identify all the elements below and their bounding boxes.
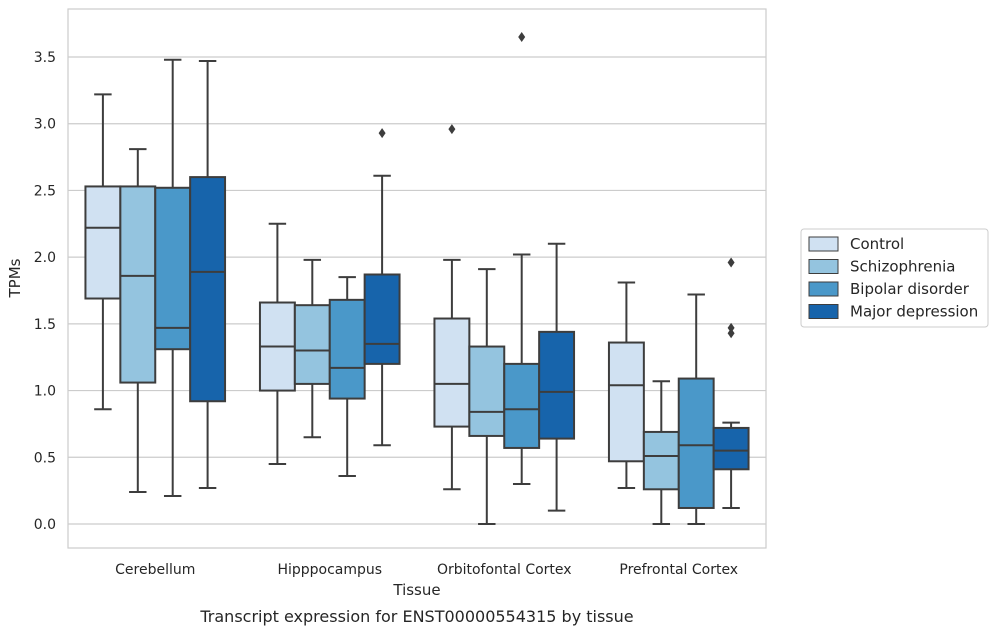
y-tick-label: 1.5 [34, 317, 56, 333]
y-tick-label: 2.5 [34, 183, 56, 199]
y-tick-label: 0.0 [34, 517, 56, 533]
legend-label: Control [850, 235, 904, 253]
box-2-0 [433, 124, 471, 491]
y-tick-label: 3.0 [34, 117, 56, 133]
box-1-0 [258, 222, 296, 465]
plot-area-frame [67, 8, 767, 549]
y-tick-label: 3.5 [34, 50, 56, 66]
box-iqr [538, 330, 576, 440]
box-0-1 [119, 148, 157, 493]
x-tick-labels: Cerebellum Hipppocampus Orbitofontal Corte… [115, 562, 738, 578]
y-tick-label: 0.5 [34, 450, 56, 466]
box-iqr [433, 317, 471, 428]
box-iqr [712, 426, 750, 471]
box-iqr [607, 341, 645, 463]
x-tick-label: Prefrontal Cortex [619, 562, 738, 578]
y-tick-labels: 0.0 0.5 1.0 1.5 2.0 2.5 3.0 3.5 [34, 50, 56, 533]
box-3-2 [677, 293, 715, 525]
outlier-point [518, 32, 526, 43]
box-1-2 [328, 276, 366, 477]
legend-swatch [808, 281, 839, 297]
legend-label: Bipolar disorder [850, 280, 970, 298]
box-0-3 [189, 60, 227, 489]
x-tick-label: Hipppocampus [277, 562, 382, 578]
outlier-point [727, 328, 735, 339]
box-iqr [328, 298, 366, 400]
y-tick-label: 2.0 [34, 250, 56, 266]
box-2-3 [538, 242, 576, 512]
box-3-1 [642, 380, 680, 525]
y-tick-label: 1.0 [34, 384, 56, 400]
box-0-2 [154, 58, 192, 497]
legend-swatch [808, 259, 839, 274]
box-iqr [119, 185, 157, 384]
box-iqr [363, 273, 401, 365]
legend-frame [800, 228, 989, 328]
box-3-3 [712, 257, 750, 509]
legend-swatch [808, 236, 839, 252]
legend-label: Major depression [850, 303, 978, 321]
box-iqr [189, 176, 227, 403]
box-iqr [642, 430, 680, 491]
box-iqr [468, 345, 506, 437]
x-tick-label: Cerebellum [115, 562, 195, 578]
box-3-0 [607, 281, 645, 489]
outlier-point [727, 322, 735, 333]
box-0-0 [84, 93, 122, 411]
x-tick-label: Orbitofontal Cortex [437, 562, 572, 578]
legend-label: Schizophrenia [850, 258, 955, 276]
y-axis-title: TPMs [6, 258, 24, 298]
box-series-group [84, 32, 750, 525]
box-1-1 [293, 258, 331, 439]
x-axis-title: Tissue [392, 581, 440, 599]
box-iqr [293, 304, 331, 385]
box-iqr [84, 185, 122, 300]
box-2-2 [503, 32, 541, 485]
legend-swatch [808, 304, 839, 319]
box-iqr [503, 362, 541, 449]
outlier-point [378, 128, 386, 139]
legend: Control Schizophrenia Bipolar disorder Majo… [800, 228, 989, 328]
chart-caption: Transcript expression for ENST0000055431… [199, 607, 633, 626]
box-2-1 [468, 268, 506, 525]
box-1-3 [363, 128, 401, 447]
outlier-point [448, 124, 456, 135]
outlier-point [727, 257, 735, 268]
box-iqr [154, 186, 192, 351]
box-iqr [677, 377, 715, 509]
